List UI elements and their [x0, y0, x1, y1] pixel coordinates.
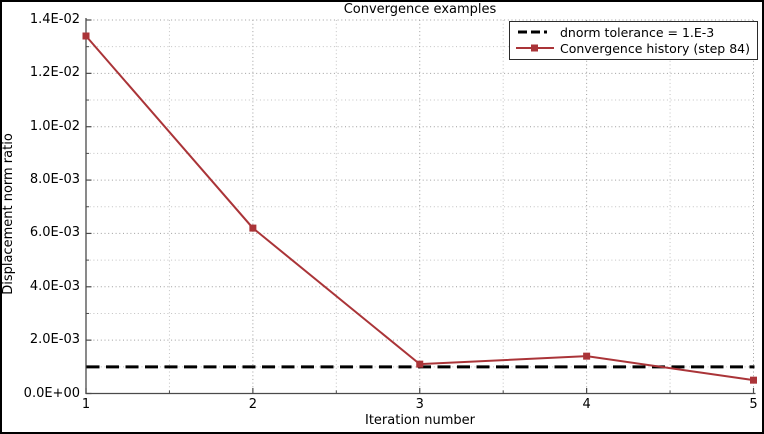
y-tick-label: 6.0E-03 [29, 225, 80, 241]
x-tick-label: 1 [81, 397, 91, 412]
x-tick-label: 4 [582, 397, 591, 412]
legend-sample-marker-line-icon [515, 44, 554, 52]
y-tick-label: 0.0E+00 [23, 385, 80, 401]
y-tick-label: 8.0E-03 [29, 172, 80, 188]
y-tick-label: 1.4E-02 [29, 12, 80, 27]
x-tick-label: 3 [415, 397, 424, 412]
y-tick-label: 4.0E-03 [29, 278, 80, 294]
legend-entry-tolerance: dnorm tolerance = 1.E-3 [516, 24, 750, 40]
legend-label-history: Convergence history (step 84) [559, 40, 750, 56]
x-axis-label: Iteration number [364, 413, 475, 428]
chart-title: Convergence examples [343, 2, 497, 17]
x-tick-label: 5 [749, 397, 758, 412]
legend-sample-dashed-line-icon [517, 30, 552, 34]
x-tick-label: 2 [248, 397, 258, 412]
legend-entry-history: Convergence history (step 84) [515, 40, 750, 56]
legend-label-tolerance: dnorm tolerance = 1.E-3 [559, 24, 715, 40]
legend: dnorm tolerance = 1.E-3 Convergence hist… [508, 21, 758, 60]
y-tick-label: 1.2E-02 [29, 65, 80, 81]
y-tick-label: 1.0E-02 [29, 118, 80, 134]
y-tick-label: 2.0E-03 [29, 332, 80, 348]
